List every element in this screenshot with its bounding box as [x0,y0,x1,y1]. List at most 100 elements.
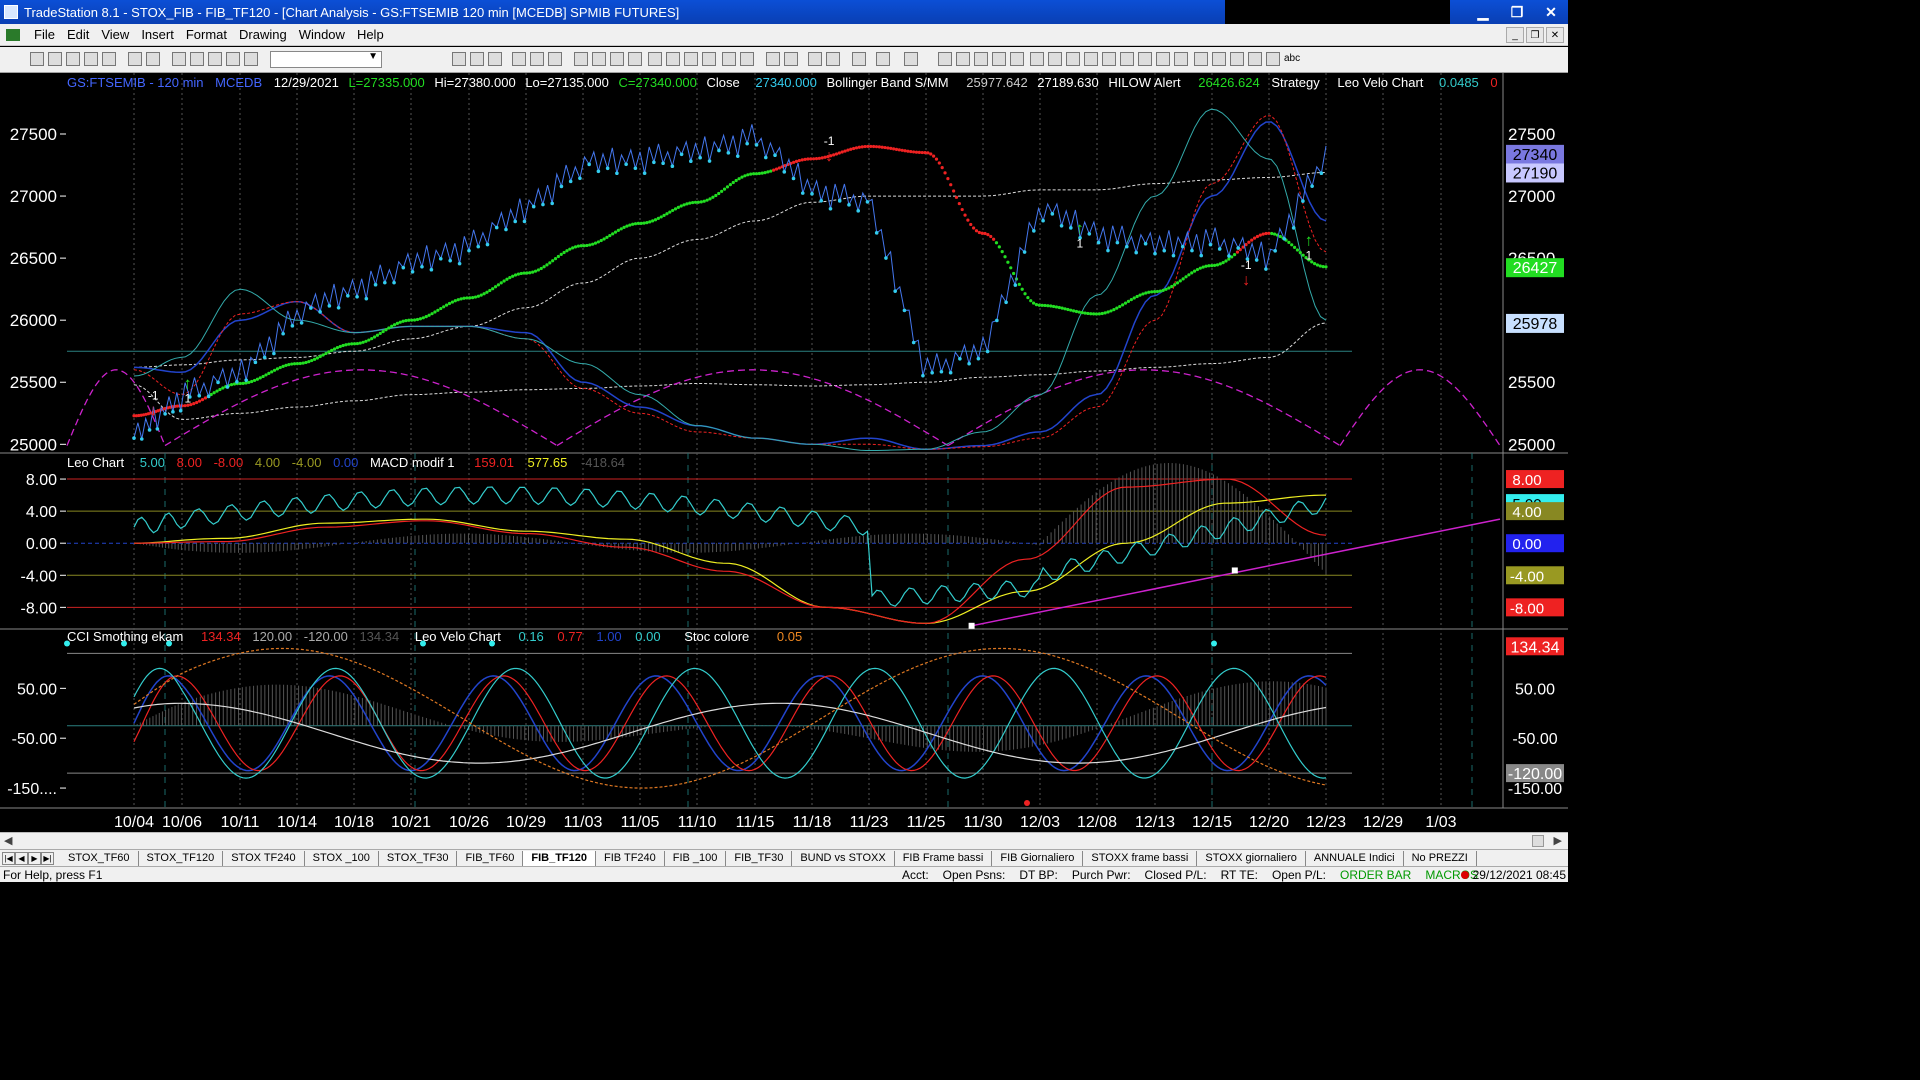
mdi-minimize-icon[interactable]: _ [1506,27,1524,43]
status-order-bar[interactable]: ORDER BAR [1339,868,1412,882]
toolbar-button-21[interactable] [628,52,642,66]
tab-fib-tf240[interactable]: FIB TF240 [596,850,665,866]
toolbar-button-27[interactable] [740,52,754,66]
menu-insert[interactable]: Insert [141,27,174,42]
toolbar-button-40[interactable] [1030,52,1044,66]
menu-help[interactable]: Help [356,27,384,42]
toolbar-button-45[interactable] [1120,52,1134,66]
tab-fib-tf60[interactable]: FIB_TF60 [457,850,524,866]
toolbar-button-12[interactable] [452,52,466,66]
menu-drawing[interactable]: Drawing [239,27,287,42]
tab-fib-tf30[interactable]: FIB_TF30 [726,850,793,866]
tab-next-icon[interactable]: ▶ [28,851,41,865]
toolbar-button-23[interactable] [666,52,680,66]
toolbar-button-31[interactable] [826,52,840,66]
mdi-restore-icon[interactable]: ❐ [1526,27,1544,43]
toolbar-button-8[interactable] [190,52,204,66]
symbol-combo[interactable]: ▼ [270,51,382,68]
tab-fib-frame-bassi[interactable]: FIB Frame bassi [895,850,993,866]
toolbar-button-47[interactable] [1156,52,1170,66]
toolbar-button-2[interactable] [66,52,80,66]
toolbar-button-46[interactable] [1138,52,1152,66]
menu-view[interactable]: View [101,27,130,42]
tab-fib-giornaliero[interactable]: FIB Giornaliero [992,850,1084,866]
toolbar-button-39[interactable] [1010,52,1024,66]
toolbar-button-4[interactable] [102,52,116,66]
toolbar-button-38[interactable] [992,52,1006,66]
tab-stox-tf60[interactable]: STOX_TF60 [60,850,139,866]
tab-stox-100[interactable]: STOX _100 [305,850,379,866]
chevron-down-icon[interactable]: ▼ [368,51,378,62]
tab-first-icon[interactable]: |◀ [2,851,15,865]
scroll-grip-icon[interactable] [1532,835,1544,847]
toolbar-button-9[interactable] [208,52,222,66]
scroll-right-icon[interactable]: ▶ [1553,835,1562,847]
tab-prev-icon[interactable]: ◀ [15,851,28,865]
tab-stox-tf240[interactable]: STOX TF240 [223,850,305,866]
toolbar-button-5[interactable] [128,52,142,66]
menu-edit[interactable]: Edit [66,27,90,42]
toolbar-button-16[interactable] [530,52,544,66]
toolbar-button-25[interactable] [702,52,716,66]
horizontal-scrollbar[interactable]: ◀ ▶ [0,832,1568,849]
minimize-icon[interactable]: ▁ [1477,3,1489,20]
toolbar-button-11[interactable] [244,52,258,66]
toolbar-button-37[interactable] [974,52,988,66]
toolbar-button-6[interactable] [146,52,160,66]
toolbar-button-48[interactable] [1174,52,1188,66]
toolbar-button-32[interactable] [852,52,866,66]
toolbar-button-26[interactable] [722,52,736,66]
toolbar-abc[interactable]: abc [1284,53,1301,64]
tab-annuale-indici[interactable]: ANNUALE Indici [1306,850,1404,866]
toolbar-button-42[interactable] [1066,52,1080,66]
toolbar-button-52[interactable] [1248,52,1262,66]
toolbar-button-53[interactable] [1266,52,1280,66]
tab-fib-tf120[interactable]: FIB_TF120 [523,850,596,866]
tab-fib-100[interactable]: FIB _100 [665,850,727,866]
tab-last-icon[interactable]: ▶| [41,851,54,865]
toolbar-button-1[interactable] [48,52,62,66]
toolbar-button-50[interactable] [1212,52,1226,66]
toolbar-button-35[interactable] [938,52,952,66]
toolbar-button-49[interactable] [1194,52,1208,66]
toolbar-button-29[interactable] [784,52,798,66]
toolbar-button-18[interactable] [574,52,588,66]
tab-stox-tf120[interactable]: STOX_TF120 [139,850,224,866]
tab-stoxx-frame-bassi[interactable]: STOXX frame bassi [1083,850,1198,866]
tab-no-prezzi[interactable]: No PREZZI [1404,850,1477,866]
hilow-dot [361,340,365,344]
menu-format[interactable]: Format [185,27,227,42]
toolbar-button-13[interactable] [470,52,484,66]
toolbar-button-3[interactable] [84,52,98,66]
maximize-icon[interactable]: ❐ [1510,3,1524,20]
toolbar-button-19[interactable] [592,52,606,66]
toolbar-button-15[interactable] [512,52,526,66]
toolbar-button-22[interactable] [648,52,662,66]
toolbar-button-10[interactable] [226,52,240,66]
toolbar-button-51[interactable] [1230,52,1244,66]
toolbar-button-7[interactable] [172,52,186,66]
toolbar-button-41[interactable] [1048,52,1062,66]
toolbar-button-28[interactable] [766,52,780,66]
toolbar-button-36[interactable] [956,52,970,66]
tab-stoxx-giornaliero[interactable]: STOXX giornaliero [1197,850,1306,866]
toolbar-button-17[interactable] [548,52,562,66]
menu-window[interactable]: Window [298,27,345,42]
toolbar-button-43[interactable] [1084,52,1098,66]
toolbar-button-33[interactable] [876,52,890,66]
toolbar-button-44[interactable] [1102,52,1116,66]
toolbar-button-34[interactable] [904,52,918,66]
toolbar-button-0[interactable] [30,52,44,66]
mdi-close-icon[interactable]: ✕ [1546,27,1564,43]
scroll-left-icon[interactable]: ◀ [4,835,13,847]
toolbar-button-24[interactable] [684,52,698,66]
close-icon[interactable]: ✕ [1545,3,1557,20]
tab-bund-vs-stoxx[interactable]: BUND vs STOXX [792,850,895,866]
chart-area[interactable]: -1↓1↑-1↓1↑-1↓1↑ 10/04 10/06 10/11 10/14 10/1… [0,73,1568,832]
menu-file[interactable]: File [34,27,55,42]
tab-stox-tf30[interactable]: STOX_TF30 [379,850,458,866]
toolbar-button-20[interactable] [610,52,624,66]
document-icon[interactable] [6,28,20,41]
toolbar-button-30[interactable] [808,52,822,66]
toolbar-button-14[interactable] [488,52,502,66]
